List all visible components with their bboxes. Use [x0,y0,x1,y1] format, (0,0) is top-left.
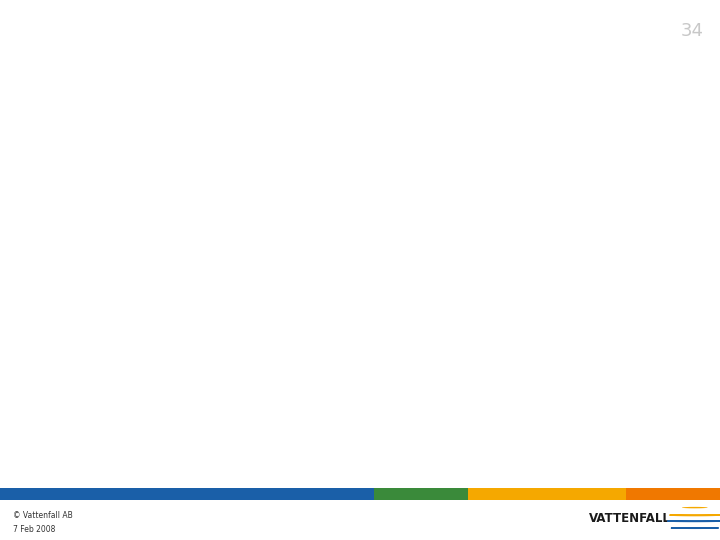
Text: VATTENFALL: VATTENFALL [589,512,671,525]
Text: 7 Feb 2008: 7 Feb 2008 [13,525,55,534]
Circle shape [682,507,708,508]
Text: 34: 34 [681,22,704,40]
Text: EBIT Full Year 2007 vs 2006 – secondary segments: EBIT Full Year 2007 vs 2006 – secondary … [16,19,720,43]
Bar [468,488,626,500]
Bar [0,488,374,500]
Polygon shape [670,515,720,516]
Bar [374,488,468,500]
Bar [626,488,720,500]
Text: © Vattenfall AB: © Vattenfall AB [13,511,73,520]
